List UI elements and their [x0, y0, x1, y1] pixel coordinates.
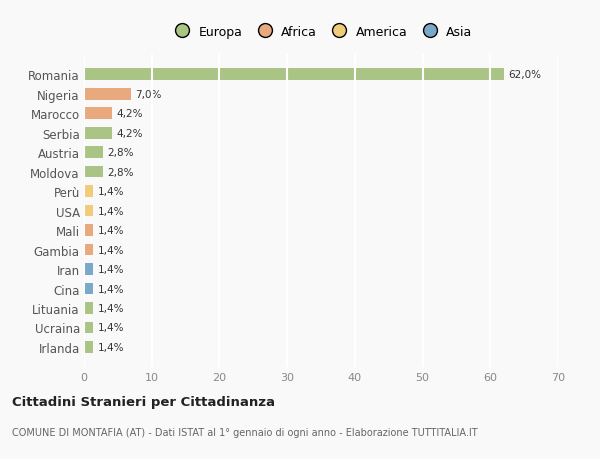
Bar — [84, 89, 131, 101]
Bar — [84, 341, 94, 353]
Bar — [84, 283, 94, 295]
Text: 7,0%: 7,0% — [136, 90, 162, 100]
Legend: Europa, Africa, America, Asia: Europa, Africa, America, Asia — [164, 21, 478, 44]
Text: 62,0%: 62,0% — [508, 70, 541, 80]
Text: Cittadini Stranieri per Cittadinanza: Cittadini Stranieri per Cittadinanza — [12, 395, 275, 408]
Text: 1,4%: 1,4% — [98, 225, 124, 235]
Text: 2,8%: 2,8% — [107, 148, 134, 158]
Bar — [84, 225, 94, 236]
Text: 1,4%: 1,4% — [98, 284, 124, 294]
Text: COMUNE DI MONTAFIA (AT) - Dati ISTAT al 1° gennaio di ogni anno - Elaborazione T: COMUNE DI MONTAFIA (AT) - Dati ISTAT al … — [12, 427, 478, 437]
Bar — [84, 205, 94, 217]
Text: 1,4%: 1,4% — [98, 342, 124, 352]
Text: 4,2%: 4,2% — [116, 129, 143, 139]
Text: 1,4%: 1,4% — [98, 323, 124, 333]
Bar — [84, 186, 94, 197]
Text: 1,4%: 1,4% — [98, 245, 124, 255]
Text: 4,2%: 4,2% — [116, 109, 143, 119]
Bar — [84, 244, 94, 256]
Text: 1,4%: 1,4% — [98, 187, 124, 197]
Text: 1,4%: 1,4% — [98, 264, 124, 274]
Bar — [84, 302, 94, 314]
Bar — [84, 128, 112, 139]
Text: 1,4%: 1,4% — [98, 206, 124, 216]
Text: 1,4%: 1,4% — [98, 303, 124, 313]
Text: 2,8%: 2,8% — [107, 167, 134, 177]
Bar — [84, 167, 103, 178]
Bar — [84, 108, 112, 120]
Bar — [84, 69, 504, 81]
Bar — [84, 147, 103, 159]
Bar — [84, 322, 94, 334]
Bar — [84, 263, 94, 275]
